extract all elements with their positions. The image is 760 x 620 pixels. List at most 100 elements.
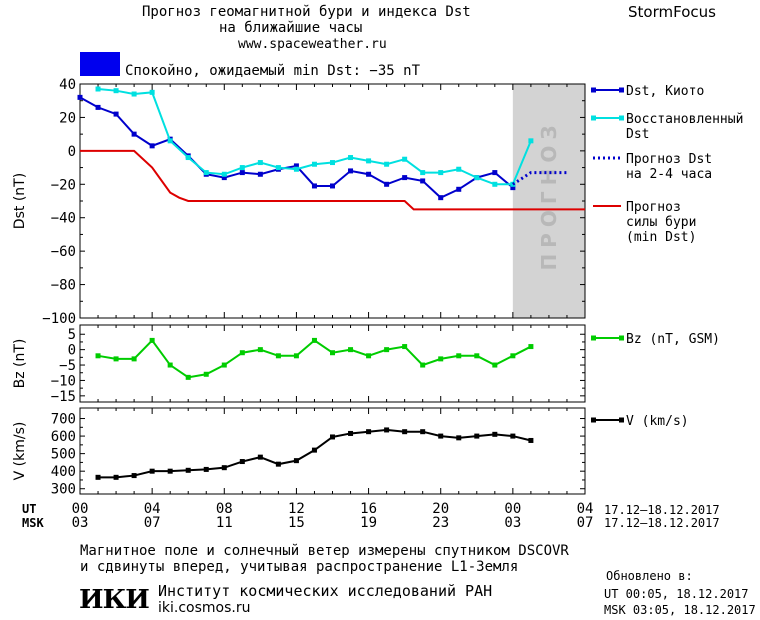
legend-label: Восстановленный: [626, 112, 743, 127]
data-point: [167, 362, 173, 368]
data-point: [293, 353, 299, 359]
data-point: [221, 465, 227, 471]
legend-swatch-marker: [619, 115, 624, 121]
legend-label: на 2-4 часа: [626, 167, 712, 182]
legend-label: Bz (nT, GSM): [626, 332, 720, 347]
data-point: [113, 88, 119, 94]
y-tick-label: −60: [51, 244, 76, 260]
legend-swatch-marker: [619, 87, 624, 93]
data-point: [438, 195, 444, 201]
data-point: [366, 158, 372, 164]
series-line: [98, 428, 532, 479]
y-tick-label: 500: [51, 447, 76, 463]
msk-tick-label: 23: [432, 515, 449, 531]
y-tick-label: 300: [51, 482, 76, 498]
msk-tick-label: 03: [504, 515, 521, 531]
data-point: [203, 371, 209, 377]
data-point: [348, 430, 354, 436]
data-point: [167, 468, 173, 474]
data-point: [384, 161, 390, 167]
data-point: [456, 186, 462, 192]
footer-note-line1: Магнитное поле и солнечный ветер измерен…: [80, 543, 569, 559]
data-point: [492, 181, 498, 187]
legend-label: (min Dst): [626, 230, 696, 245]
data-point: [239, 170, 245, 176]
y-tick-label: 700: [51, 412, 76, 428]
legend-swatch-marker: [591, 115, 596, 121]
site-url[interactable]: www.spaceweather.ru: [238, 37, 387, 52]
data-point: [456, 435, 462, 441]
y-tick-label: −80: [51, 278, 76, 294]
data-point: [131, 131, 137, 137]
data-point: [257, 171, 263, 177]
ut-tick-label: 04: [144, 501, 161, 517]
data-point: [95, 86, 101, 92]
y-tick-label: −5: [59, 358, 76, 374]
y-axis-label: Bz (nT): [12, 339, 28, 389]
forecast-band: [512, 84, 585, 318]
data-point: [221, 171, 227, 177]
data-point: [311, 337, 317, 343]
panel-frame: [79, 407, 586, 495]
data-point: [113, 474, 119, 480]
data-point: [185, 374, 191, 380]
data-point: [185, 155, 191, 161]
data-point: [402, 344, 408, 350]
data-point: [420, 362, 426, 368]
data-point: [203, 466, 209, 472]
data-point: [275, 461, 281, 467]
data-point: [221, 362, 227, 368]
data-point: [492, 431, 498, 437]
data-point: [474, 353, 480, 359]
data-point: [239, 459, 245, 465]
data-point: [384, 181, 390, 187]
msk-tick-label: 07: [144, 515, 161, 531]
data-point: [330, 350, 335, 356]
data-point: [384, 347, 390, 353]
data-point: [239, 165, 245, 171]
updated-label: Обновлено в:: [606, 569, 693, 583]
data-point: [330, 434, 335, 440]
y-tick-label: 400: [51, 464, 76, 480]
data-point: [185, 467, 191, 473]
y-tick-label: −15: [51, 389, 76, 405]
y-tick-label: 40: [59, 77, 76, 93]
legend-swatch-marker: [619, 335, 624, 341]
msk-tick-label: 07: [577, 515, 594, 531]
msk-tick-label: 15: [288, 515, 305, 531]
data-point: [438, 356, 444, 362]
data-point: [528, 437, 534, 443]
data-point: [149, 337, 155, 343]
series-line: [97, 338, 532, 379]
data-point: [167, 138, 173, 144]
status-text: Спокойно, ожидаемый min Dst: −35 nT: [125, 63, 421, 79]
data-point: [257, 160, 263, 166]
institute-name: Институт космических исследований РАН: [158, 582, 493, 600]
data-point: [474, 433, 480, 439]
forecast-band-label: ПРОГНОЗ: [537, 119, 561, 270]
institute-url[interactable]: iki.cosmos.ru: [158, 600, 251, 616]
data-point: [221, 175, 227, 181]
data-point: [203, 170, 209, 176]
data-point: [275, 353, 281, 359]
data-point: [293, 163, 299, 169]
msk-tick-label: 03: [72, 515, 89, 531]
data-point: [311, 161, 317, 167]
legend-label: Прогноз Dst: [626, 152, 712, 167]
data-point: [311, 447, 317, 453]
data-point: [257, 347, 263, 353]
ut-date-range: 17.12–18.12.2017: [604, 503, 720, 517]
y-tick-label: 5: [68, 327, 76, 343]
data-point: [420, 429, 426, 435]
y-tick-label: 20: [59, 110, 76, 126]
data-point: [366, 353, 372, 359]
updated-ut: UT 00:05, 18.12.2017: [604, 587, 749, 601]
data-point: [239, 350, 245, 356]
data-point: [131, 91, 137, 97]
legend-label: Dst, Киото: [626, 84, 704, 99]
iki-logo-text: ИКИ: [79, 585, 150, 615]
y-tick-label: 600: [51, 429, 76, 445]
data-point: [348, 155, 354, 161]
legend-label: Dst: [626, 127, 649, 142]
